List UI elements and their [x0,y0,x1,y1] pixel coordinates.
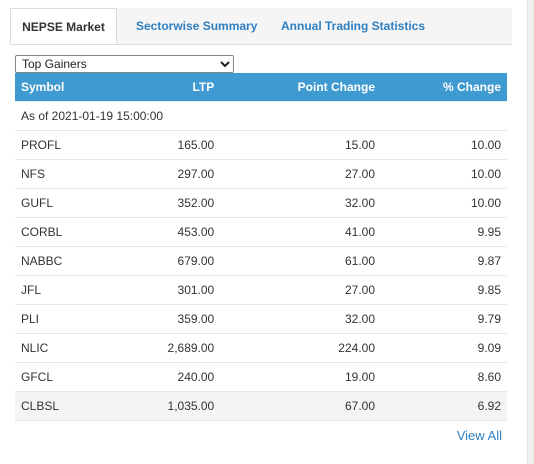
cell-ltp: 453.00 [114,216,221,246]
header-ltp[interactable]: LTP [192,79,215,94]
cell-point-change: 32.00 [220,187,381,217]
table-row[interactable]: PROFL 165.00 15.00 10.00 [15,129,507,159]
cell-symbol: NFS [15,158,115,188]
cell-point-change: 32.00 [220,303,381,333]
gainers-table: Symbol LTP Point Change % Change As of 2… [15,73,507,420]
cell-pct-change: 10.00 [381,158,507,188]
cell-pct-change: 9.85 [381,274,507,304]
cell-pct-change: 6.92 [381,390,507,420]
cell-point-change: 41.00 [220,216,381,246]
table-row[interactable]: GFCL 240.00 19.00 8.60 [15,361,507,391]
table-row[interactable]: GUFL 352.00 32.00 10.00 [15,187,507,217]
cell-point-change: 15.00 [220,129,381,159]
table-header-row: Symbol LTP Point Change % Change [15,73,507,101]
view-all-link[interactable]: View All [456,428,502,443]
cell-symbol: NLIC [15,332,115,362]
cell-symbol: PLI [15,303,115,333]
cell-symbol: PROFL [15,129,115,159]
tab-sectorwise-summary[interactable]: Sectorwise Summary [136,19,258,33]
header-point-change[interactable]: Point Change [297,79,375,94]
tab-nepse-market[interactable]: NEPSE Market [10,8,117,44]
cell-ltp: 240.00 [114,361,221,391]
cell-pct-change: 9.79 [381,303,507,333]
cell-ltp: 297.00 [114,158,221,188]
market-filter-select[interactable]: Top Gainers [15,55,234,73]
cell-pct-change: 8.60 [381,361,507,391]
header-pct-change[interactable]: % Change [442,79,501,94]
cell-ltp: 2,689.00 [114,332,221,362]
vertical-scrollbar[interactable] [527,0,534,464]
as-of-row: As of 2021-01-19 15:00:00 [15,100,507,130]
cell-ltp: 679.00 [114,245,221,275]
cell-point-change: 67.00 [220,390,381,420]
table-row[interactable]: NABBC 679.00 61.00 9.87 [15,245,507,275]
cell-symbol: NABBC [15,245,115,275]
cell-symbol: GFCL [15,361,115,391]
as-of-timestamp: As of 2021-01-19 15:00:00 [15,100,507,130]
table-row[interactable]: CORBL 453.00 41.00 9.95 [15,216,507,246]
table-row[interactable]: PLI 359.00 32.00 9.79 [15,303,507,333]
cell-point-change: 27.00 [220,158,381,188]
cell-symbol: CLBSL [15,390,115,420]
tab-annual-trading-statistics[interactable]: Annual Trading Statistics [281,19,426,33]
cell-symbol: GUFL [15,187,115,217]
cell-pct-change: 10.00 [381,187,507,217]
table-row[interactable]: NFS 297.00 27.00 10.00 [15,158,507,188]
cell-ltp: 165.00 [114,129,221,159]
table-row[interactable]: JFL 301.00 27.00 9.85 [15,274,507,304]
table-row[interactable]: CLBSL 1,035.00 67.00 6.92 [15,390,507,420]
cell-pct-change: 9.87 [381,245,507,275]
cell-point-change: 61.00 [220,245,381,275]
cell-symbol: CORBL [15,216,115,246]
cell-ltp: 359.00 [114,303,221,333]
cell-ltp: 352.00 [114,187,221,217]
header-symbol[interactable]: Symbol [21,79,65,94]
table-row[interactable]: NLIC 2,689.00 224.00 9.09 [15,332,507,362]
cell-point-change: 27.00 [220,274,381,304]
cell-pct-change: 9.95 [381,216,507,246]
cell-symbol: JFL [15,274,115,304]
cell-ltp: 301.00 [114,274,221,304]
cell-pct-change: 9.09 [381,332,507,362]
cell-ltp: 1,035.00 [114,390,221,420]
cell-point-change: 19.00 [220,361,381,391]
tab-bar: NEPSE Market Sectorwise Summary Annual T… [10,8,512,45]
table-bottom-divider [15,420,507,421]
cell-pct-change: 10.00 [381,129,507,159]
cell-point-change: 224.00 [220,332,381,362]
